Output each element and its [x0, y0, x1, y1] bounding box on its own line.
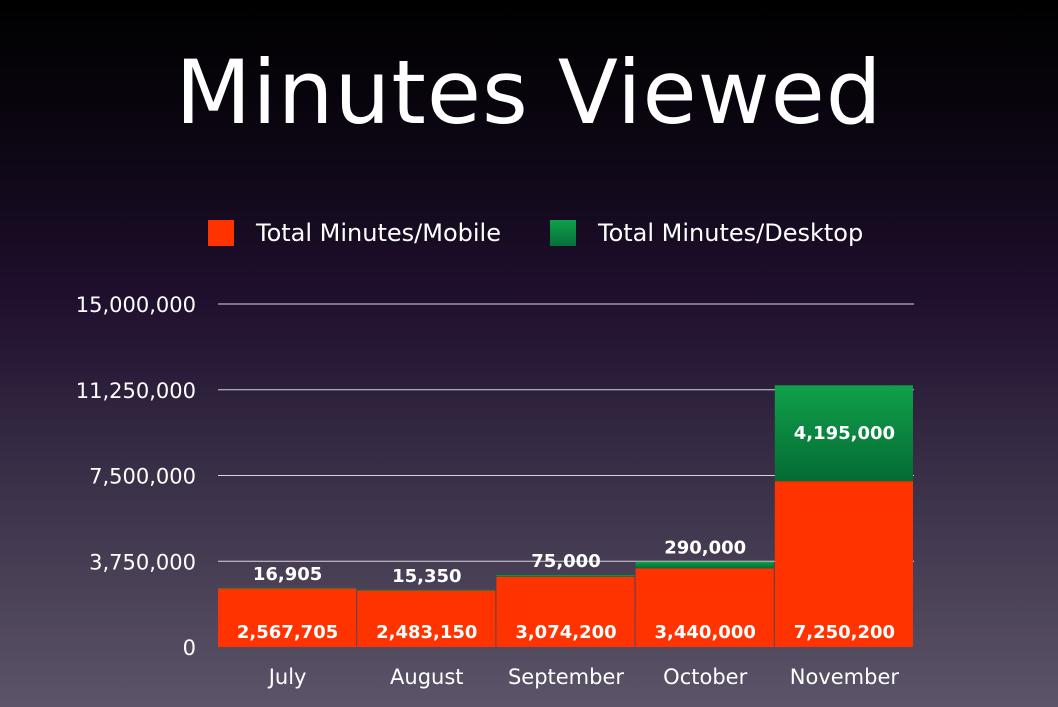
- bar-desktop: [357, 589, 496, 591]
- bar-mobile: [774, 481, 913, 647]
- chart-title: Minutes Viewed: [175, 41, 883, 144]
- data-label-mobile: 3,074,200: [515, 622, 616, 643]
- legend-label-mobile: Total Minutes/Mobile: [256, 219, 501, 247]
- bar-desktop: [218, 587, 357, 589]
- x-tick-label: October: [663, 665, 747, 689]
- x-tick-label: November: [790, 665, 900, 689]
- x-tick-label: August: [390, 665, 464, 689]
- x-tick-label: July: [267, 665, 307, 689]
- data-label-desktop: 16,905: [253, 564, 322, 585]
- y-tick-label: 7,500,000: [89, 465, 196, 489]
- y-tick-label: 11,250,000: [76, 379, 196, 403]
- y-tick-label: 0: [183, 636, 196, 660]
- x-tick-label: September: [508, 665, 624, 689]
- bar-desktop: [774, 385, 913, 482]
- bar-mobile: [218, 588, 357, 647]
- bar-mobile: [357, 590, 496, 647]
- bar-mobile: [635, 568, 774, 647]
- legend-swatch-mobile: [208, 220, 234, 246]
- bar-desktop: [496, 574, 635, 577]
- y-tick-label: 3,750,000: [89, 550, 196, 574]
- data-label-desktop: 4,195,000: [794, 423, 895, 444]
- data-label-mobile: 2,483,150: [376, 622, 477, 643]
- y-tick-label: 15,000,000: [76, 293, 196, 317]
- data-label-desktop: 75,000: [531, 551, 600, 572]
- data-label-mobile: 3,440,000: [655, 622, 756, 643]
- data-label-mobile: 7,250,200: [794, 622, 895, 643]
- bar-mobile: [496, 576, 635, 647]
- legend-item-desktop: Total Minutes/Desktop: [550, 217, 863, 249]
- bar-desktop: [635, 561, 774, 569]
- legend-item-mobile: Total Minutes/Mobile: [208, 217, 501, 249]
- legend-swatch-desktop: [550, 220, 576, 246]
- data-label-mobile: 2,567,705: [237, 622, 338, 643]
- legend-label-desktop: Total Minutes/Desktop: [598, 219, 864, 247]
- data-label-desktop: 290,000: [664, 538, 746, 559]
- data-label-desktop: 15,350: [392, 566, 461, 587]
